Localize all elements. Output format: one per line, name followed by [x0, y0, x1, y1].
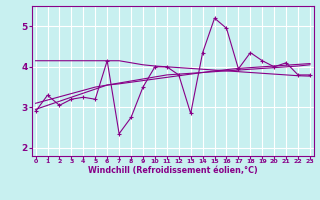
X-axis label: Windchill (Refroidissement éolien,°C): Windchill (Refroidissement éolien,°C) — [88, 166, 258, 175]
